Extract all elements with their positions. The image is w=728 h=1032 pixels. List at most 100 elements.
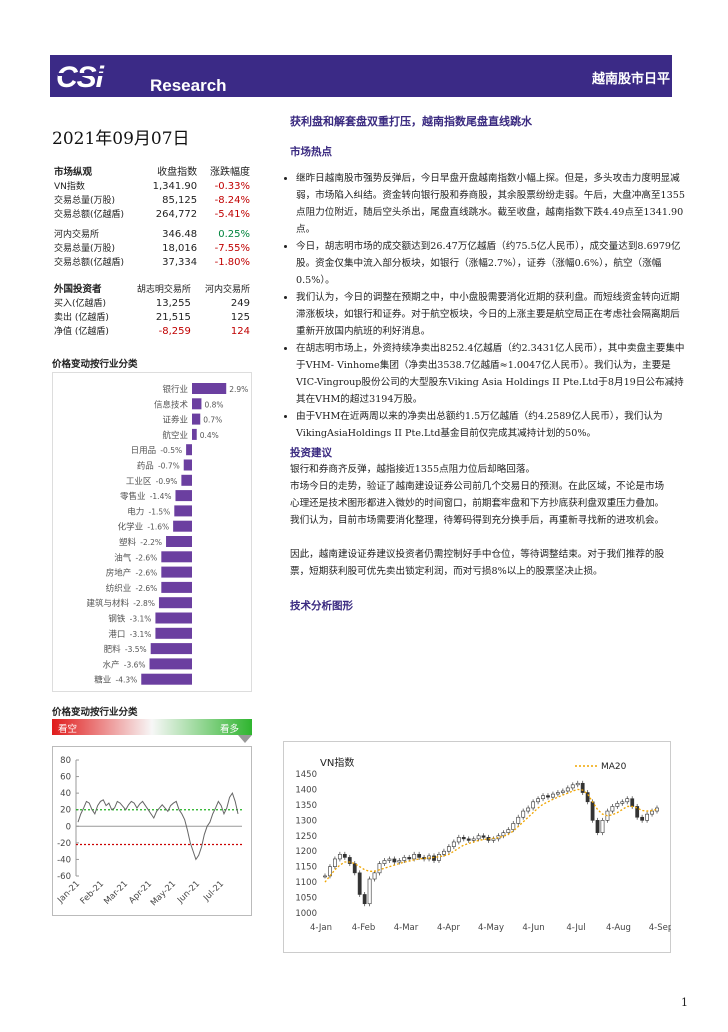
col-hose: 胡志明交易所 [136, 285, 191, 295]
candle-body [555, 792, 560, 795]
candle-body [446, 846, 451, 852]
sector-value-label: -1.6% [147, 523, 169, 532]
y-tick-label: -60 [57, 872, 71, 882]
row-hose-value: 21,515 [155, 312, 191, 323]
sector-bar [161, 551, 192, 563]
sector-value-label: -1.4% [150, 492, 172, 501]
candle-body [451, 841, 456, 847]
y-tick-label: 60 [60, 773, 71, 783]
y-tick-label: 20 [60, 806, 71, 816]
sector-bar [186, 444, 192, 456]
candle-body [625, 798, 630, 803]
sector-category-label: 信息技术 [154, 399, 189, 410]
row-change: -8.24% [214, 195, 250, 206]
headline: 获利盘和解套盘双重打压，越南指数尾盘直线跳水 [290, 115, 532, 128]
sector-bar [158, 597, 192, 609]
sector-category-label: 证券业 [162, 415, 188, 426]
sector-value-label: -0.9% [156, 477, 178, 486]
x-tick-label: 4-Feb [352, 923, 376, 933]
market-row: 交易总量(万股) 85,125 -8.24% [52, 194, 252, 208]
candle-body [362, 894, 367, 905]
sector-category-label: 工业区 [126, 476, 152, 487]
sector-value-label: -3.1% [130, 615, 152, 624]
x-tick-label: 4-May [478, 923, 504, 933]
sector-category-label: 航空业 [162, 430, 188, 441]
candle-body [387, 858, 392, 861]
foreign-row: 买入(亿越盾) 13,255 249 [52, 297, 252, 311]
candle-body [417, 854, 422, 858]
sector-value-label: -1.5% [149, 507, 171, 516]
x-tick-label: 4-Jul [566, 923, 585, 933]
row-hose-value: 13,255 [155, 298, 191, 309]
y-tick-label: 1300 [295, 816, 317, 826]
report-title: 越南股市日平 [591, 72, 670, 87]
sector-bar [192, 428, 197, 440]
vn-chart-title: VN指数 [320, 756, 354, 769]
sector-value-label: -0.7% [158, 462, 180, 471]
row-value: 37,334 [162, 257, 198, 268]
candle-body [367, 878, 372, 905]
y-tick-label: 1250 [295, 832, 317, 842]
row-change: -7.55% [214, 243, 250, 254]
y-tick-label: 1200 [295, 847, 317, 857]
candle-body [333, 858, 337, 867]
candle-body [402, 857, 407, 861]
hot-topic-item: 在胡志明市场上，外资持续净卖出8252.4亿越盾（约2.3431亿人民币），其中… [296, 340, 686, 408]
row-label: 交易总量(万股) [54, 196, 116, 206]
market-row: 交易总额(亿越盾) 264,772 -5.41% [52, 208, 252, 222]
sector-category-label: 塑料 [119, 537, 137, 548]
y-tick-label: -40 [57, 855, 71, 865]
row-label: VN指数 [54, 182, 85, 192]
candle-body [645, 813, 649, 821]
candle-body [392, 858, 397, 863]
row-label: 交易总额(亿越盾) [54, 210, 125, 220]
y-tick-label: 80 [60, 756, 71, 766]
foreign-investor-table: 外国投资者 胡志明交易所 河内交易所 买入(亿越盾) 13,255 249 卖出 … [52, 283, 252, 339]
sector-bar [155, 627, 192, 639]
candle-body [471, 838, 476, 841]
sector-bar [181, 474, 192, 486]
sentiment-gradient-bar [52, 719, 252, 735]
row-hnx-value: 249 [230, 298, 250, 309]
candle-body [531, 801, 536, 809]
candle-body [352, 863, 357, 874]
pointer-triangle-icon [238, 735, 252, 743]
sector-bar [173, 520, 192, 532]
hot-topic-item: 继昨日越南股市强势反弹后，今日早盘开盘越南指数小幅上探。但是，多头攻击力度明显减… [296, 170, 686, 238]
row-label: 河内交易所 [54, 230, 100, 240]
sector-bar [150, 643, 192, 655]
row-value: 18,016 [162, 243, 198, 254]
sentiment-series-line [77, 792, 239, 861]
candle-body [442, 850, 446, 855]
candle-body [570, 784, 575, 789]
candle-body [491, 838, 496, 841]
candle-body [595, 820, 600, 833]
row-hose-value: -8,259 [158, 326, 191, 337]
sentiment-chart-title: 价格变动按行业分类 [52, 707, 138, 718]
vn-index-chart: VN指数 MA20 1450 1400 1350 1300 1250 1200 1150 1100… [283, 741, 671, 953]
candle-body [546, 795, 550, 798]
y-tick-label: -20 [57, 839, 71, 849]
sector-bar [166, 536, 192, 547]
row-value: 346.48 [162, 229, 198, 240]
y-tick-label: 0 [66, 822, 71, 832]
market-row: 交易总量(万股) 18,016 -7.55% [52, 242, 252, 256]
candle-body [342, 854, 347, 858]
row-change: -1.80% [214, 257, 250, 268]
candle-body [640, 816, 645, 821]
sector-bar [192, 398, 202, 410]
sector-bar [175, 490, 192, 502]
sector-value-label: -2.6% [136, 553, 158, 562]
sentiment-line-chart: 806040200-20-40-60Jan-21Feb-21Mar-21Apr-… [52, 746, 252, 916]
y-tick-label: 1100 [295, 878, 317, 888]
row-label: 交易总量(万股) [54, 244, 116, 254]
sector-category-label: 水产 [103, 659, 120, 670]
candle-body [610, 806, 615, 812]
candle-body [590, 801, 595, 821]
sector-category-label: 钢铁 [108, 614, 126, 625]
csi-logo: CSi [50, 55, 180, 97]
x-tick-label: 4-Jun [522, 923, 544, 933]
candle-body [575, 782, 580, 786]
candle-body [580, 782, 585, 793]
svg-text:CSi: CSi [56, 61, 105, 94]
